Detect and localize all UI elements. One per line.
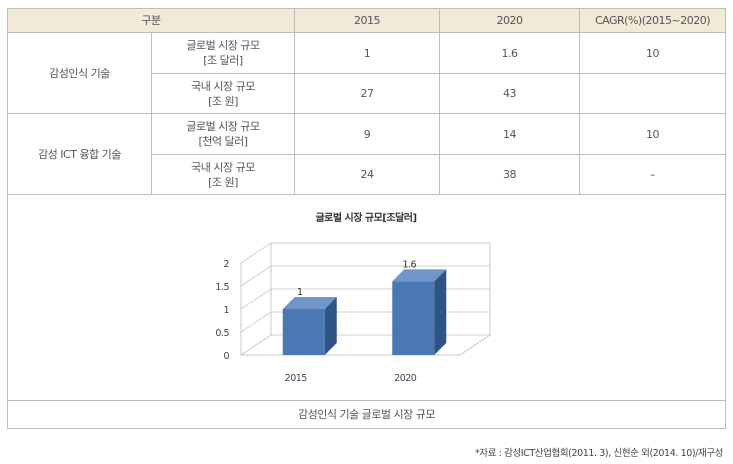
row-item-line1: 국내 시장 규모 [191,79,255,93]
cell-cagr: – [579,154,726,195]
table-row: 감성인식 기술 글로벌 시장 규모 [조 달러] 1 1.6 10 [7,32,726,114]
table-row: 국내 시장 규모 [조 원] 27 43 [8,73,726,114]
caption-row: 감성인식 기술 글로벌 시장 규모 [7,400,726,429]
group-name: 감성인식 기술 [7,32,152,114]
market-table: 구분 2015 2020 CAGR(%)(2015~2020) 감성인식 기술 … [7,8,726,429]
header-cagr: CAGR(%)(2015~2020) [579,8,726,33]
chart-title: 글로벌 시장 규모[조달러] [315,211,416,224]
table-header-row: 구분 2015 2020 CAGR(%)(2015~2020) [7,8,726,33]
cell-2015: 1 [294,32,440,74]
row-item-line2: [조 원] [208,175,238,189]
chart-gridline [240,334,490,356]
y-tick-label: 0.5 [215,328,229,339]
bar-top [282,297,337,309]
header-category: 구분 [7,8,295,33]
bar-side [434,269,447,355]
cell-2020: 43 [439,73,580,114]
y-tick-label: 1 [223,305,229,316]
table-row: 감성 ICT 융합 기술 글로벌 시장 규모 [천억 달러] 9 14 10 [7,113,726,195]
cell-2020: 14 [439,113,580,155]
row-item: 국내 시장 규모 [조 원] [151,73,295,114]
cell-2020: 1.6 [439,32,580,74]
cell-cagr: 10 [579,32,726,74]
bar-data-label: 1.6 [402,259,416,270]
row-item-line1: 글로벌 시장 규모 [186,120,260,133]
chart-gridline [240,265,490,287]
chart-gridline [240,288,490,310]
chart-gridline [240,242,490,264]
cell-2015: 9 [294,113,440,155]
row-item-line1: 국내 시장 규모 [191,160,255,174]
bar [392,281,435,355]
cell-2015: 24 [294,154,440,195]
chart-gridline [240,311,490,333]
row-item-line2: [조 달러] [203,54,243,67]
y-tick-label: 1.5 [215,282,229,293]
header-2020: 2020 [439,8,580,33]
table-row: 국내 시장 규모 [조 원] 24 38 – [8,154,726,195]
row-item-line1: 글로벌 시장 규모 [186,39,260,52]
cell-cagr [579,73,726,114]
y-tick-label: 2 [223,259,229,270]
row-item: 글로벌 시장 규모 [조 달러] [151,32,295,74]
group-name: 감성 ICT 융합 기술 [7,113,152,195]
bar [282,309,325,355]
cell-cagr: 10 [579,113,726,155]
row-item-line2: [천억 달러] [198,135,248,148]
x-tick-label: 2020 [394,373,417,384]
header-2015: 2015 [294,8,440,33]
row-item: 국내 시장 규모 [조 원] [151,154,295,195]
bar-top [392,269,447,282]
source-note: *자료 : 감성ICT산업협회(2011. 3), 신현순 외(2014. 10… [475,448,723,459]
chart-cell: 글로벌 시장 규모[조달러] 0 0.5 1 1.5 2 1 2015 1.6 2020 [7,194,726,401]
bar-chart: 글로벌 시장 규모[조달러] 0 0.5 1 1.5 2 1 2015 1.6 2020 [215,211,492,384]
row-item-line2: [조 원] [208,94,238,108]
figure-caption: 감성인식 기술 글로벌 시장 규모 [7,400,726,429]
y-tick-label: 0 [223,351,229,362]
x-tick-label: 2015 [285,373,308,384]
chart-row: 글로벌 시장 규모[조달러] 0 0.5 1 1.5 2 1 2015 1.6 2020 [7,194,726,401]
bar-side [324,297,337,355]
cell-2020: 38 [439,154,580,195]
bar-data-label: 1 [297,287,303,298]
chart-floor [239,334,492,356]
row-item: 글로벌 시장 규모 [천억 달러] [151,113,295,155]
cell-2015: 27 [294,73,440,114]
